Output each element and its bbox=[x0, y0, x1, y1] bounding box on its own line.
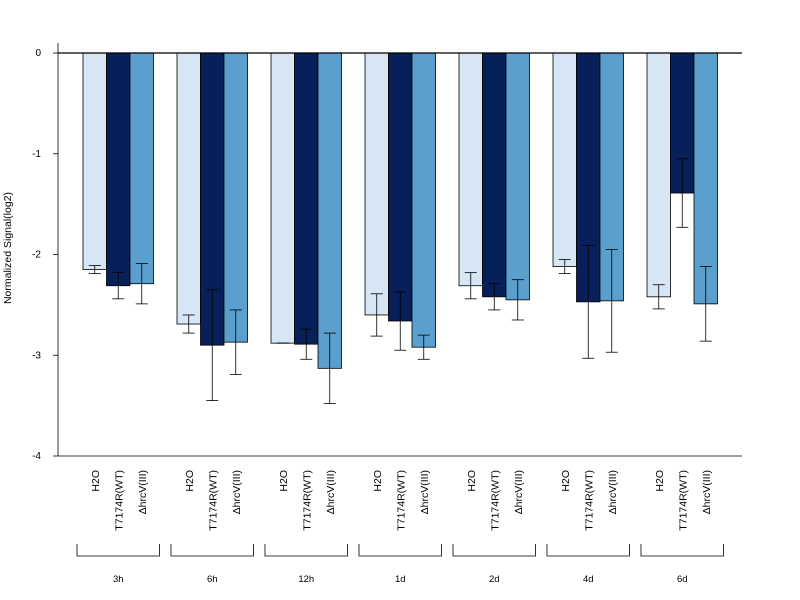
bar-6d-0 bbox=[646, 52, 671, 298]
y-tick-label: -3 bbox=[32, 350, 41, 361]
category-label: H2O bbox=[560, 470, 572, 492]
error-bars-layer bbox=[88, 158, 712, 405]
bar-6h-0 bbox=[176, 52, 201, 325]
y-tick-label: -4 bbox=[32, 451, 41, 462]
category-label: H2O bbox=[90, 470, 102, 492]
bar-4d-0 bbox=[552, 52, 577, 267]
bar-3h-0 bbox=[82, 52, 107, 271]
bar-2d-0 bbox=[458, 52, 483, 287]
bar-2d-1 bbox=[482, 52, 507, 298]
group-label: 1d bbox=[395, 574, 406, 585]
bar-3h-1 bbox=[106, 52, 131, 287]
bar-1d-0 bbox=[364, 52, 389, 316]
category-label: ΔhrcV(III) bbox=[513, 470, 525, 514]
y-tick-label: 0 bbox=[35, 48, 41, 59]
category-label: ΔhrcV(III) bbox=[701, 470, 713, 514]
category-label: ΔhrcV(III) bbox=[325, 470, 337, 514]
category-label: T7174R(WT) bbox=[677, 470, 689, 531]
bars-layer bbox=[82, 52, 718, 369]
category-label: T7174R(WT) bbox=[583, 470, 595, 531]
bar-12h-0 bbox=[270, 52, 295, 344]
category-label: H2O bbox=[654, 470, 666, 492]
category-label: T7174R(WT) bbox=[489, 470, 501, 531]
bar-6h-2 bbox=[223, 52, 248, 343]
category-label: ΔhrcV(III) bbox=[419, 470, 431, 514]
category-label: ΔhrcV(III) bbox=[231, 470, 243, 514]
bar-12h-1 bbox=[294, 52, 319, 345]
y-tick-label: -2 bbox=[32, 250, 41, 261]
group-bracket bbox=[264, 544, 348, 557]
y-axis: 0 -1 -2 -3 -4 bbox=[32, 43, 742, 462]
category-label: H2O bbox=[466, 470, 478, 492]
group-bracket bbox=[640, 544, 724, 557]
group-bracket bbox=[76, 544, 160, 557]
group-label: 4d bbox=[583, 574, 594, 585]
category-label: T7174R(WT) bbox=[113, 470, 125, 531]
group-bracket bbox=[546, 544, 630, 557]
group-label: 6d bbox=[677, 574, 688, 585]
group-label: 6h bbox=[207, 574, 218, 585]
category-label: H2O bbox=[372, 470, 384, 492]
category-label: ΔhrcV(III) bbox=[137, 470, 149, 514]
bar-1d-1 bbox=[388, 52, 413, 322]
group-bracket bbox=[452, 544, 536, 557]
category-label: H2O bbox=[184, 470, 196, 492]
y-axis-title: Normalized Signal(log2) bbox=[2, 192, 14, 304]
category-label: T7174R(WT) bbox=[395, 470, 407, 531]
bar-12h-2 bbox=[317, 52, 342, 369]
bar-2d-2 bbox=[505, 52, 530, 301]
group-label: 3h bbox=[113, 574, 124, 585]
category-label: T7174R(WT) bbox=[207, 470, 219, 531]
category-labels: H2O T7174R(WT) ΔhrcV(III) 3h H2O T7174R(WT) Δh… bbox=[76, 470, 724, 585]
group-label: 2d bbox=[489, 574, 500, 585]
y-tick-label: -1 bbox=[32, 149, 41, 160]
bar-1d-2 bbox=[411, 52, 436, 348]
category-label: H2O bbox=[278, 470, 290, 492]
category-label: T7174R(WT) bbox=[301, 470, 313, 531]
group-label: 12h bbox=[298, 574, 314, 585]
category-label: ΔhrcV(III) bbox=[607, 470, 619, 514]
group-bracket bbox=[170, 544, 254, 557]
bar-3h-2 bbox=[129, 52, 154, 285]
group-bracket bbox=[358, 544, 442, 557]
